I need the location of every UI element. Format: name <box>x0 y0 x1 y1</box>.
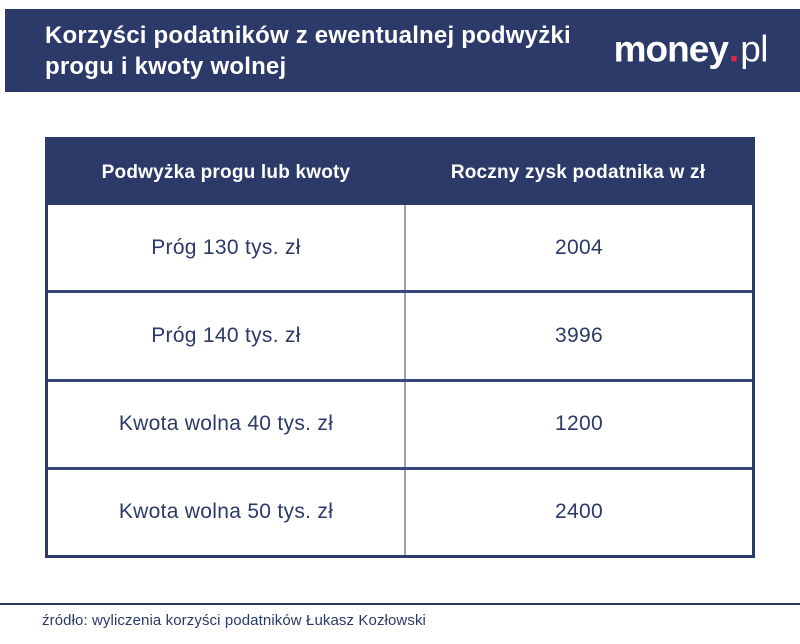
table-row-kwota-50: Kwota wolna 50 tys. zł 2400 <box>48 466 752 555</box>
row-label-cell: Próg 140 tys. zł <box>151 323 301 347</box>
table-header-row: Podwyżka progu lub kwoty Roczny zysk pod… <box>48 140 752 205</box>
row-value-cell: 3996 <box>404 293 752 379</box>
logo-dot-icon: . <box>728 27 740 69</box>
row-value-cell: 2400 <box>404 469 752 555</box>
page-title-line-2: progu i kwoty wolnej <box>45 52 287 80</box>
benefits-table: Podwyżka progu lub kwoty Roczny zysk pod… <box>45 137 755 558</box>
source-note: źródło: wyliczenia korzyści podatników Ł… <box>42 612 426 629</box>
row-label-cell: Próg 130 tys. zł <box>151 235 301 259</box>
table-row-prog-130: Próg 130 tys. zł 2004 <box>48 205 752 291</box>
row-label-cell: Kwota wolna 50 tys. zł <box>118 500 334 524</box>
page-title-line-1: Korzyści podatników z ewentualnej podwyż… <box>45 21 571 49</box>
column-header-increase: Podwyżka progu lub kwoty <box>101 161 351 183</box>
money-pl-logo: money . pl <box>613 27 769 70</box>
column-header-profit: Roczny zysk podatnika w zł <box>450 161 706 183</box>
table-row-prog-140: Próg 140 tys. zł 3996 <box>48 290 752 379</box>
row-label-cell: Kwota wolna 40 tys. zł <box>118 412 334 436</box>
row-value-cell: 1200 <box>404 381 752 467</box>
footer-divider <box>0 603 800 605</box>
row-value-cell: 2004 <box>404 205 752 291</box>
page-title: Korzyści podatników z ewentualnej podwyż… <box>5 20 571 82</box>
header-bar: Korzyści podatników z ewentualnej podwyż… <box>5 9 800 92</box>
logo-word-money: money <box>613 27 729 69</box>
table-row-kwota-40: Kwota wolna 40 tys. zł 1200 <box>48 378 752 467</box>
logo-word-pl: pl <box>740 27 768 69</box>
